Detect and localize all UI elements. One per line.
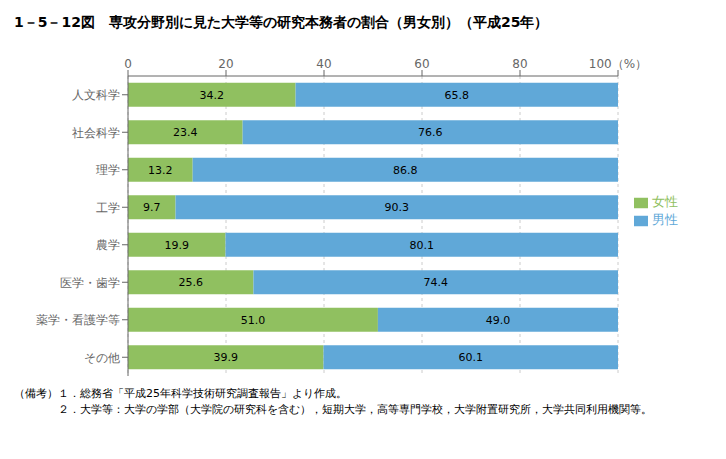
svg-text:49.0: 49.0 bbox=[486, 314, 511, 327]
svg-text:薬学・看護学等: 薬学・看護学等 bbox=[36, 313, 120, 327]
svg-text:理学: 理学 bbox=[96, 163, 120, 177]
svg-text:80.1: 80.1 bbox=[410, 239, 435, 252]
html-text:1－5－12図 専攻分野別に見た大学等の研究本務者の割合（男: 1－5－12図 専攻分野別に見た大学等の研究本務者の割合（男女別）（平成25年） bbox=[14, 14, 549, 30]
svg-text:65.8: 65.8 bbox=[445, 89, 470, 102]
svg-text:25.6: 25.6 bbox=[178, 276, 203, 289]
svg-text:9.7: 9.7 bbox=[143, 201, 161, 214]
html-text:（備考）１．総務省「平成25年科学技術研究調査報告」より作成: （備考）１．総務省「平成25年科学技術研究調査報告」より作成。 bbox=[14, 387, 347, 400]
svg-text:39.9: 39.9 bbox=[214, 351, 239, 364]
svg-text:34.2: 34.2 bbox=[200, 89, 225, 102]
svg-text:0: 0 bbox=[124, 57, 132, 71]
svg-text:その他: その他 bbox=[84, 351, 120, 365]
svg-text:人文科学: 人文科学 bbox=[72, 88, 120, 102]
svg-text:工学: 工学 bbox=[96, 201, 120, 215]
svg-text:医学・歯学: 医学・歯学 bbox=[60, 276, 120, 290]
svg-text:19.9: 19.9 bbox=[165, 239, 190, 252]
svg-text:13.2: 13.2 bbox=[148, 164, 173, 177]
svg-text:76.6: 76.6 bbox=[418, 126, 443, 139]
svg-text:60.1: 60.1 bbox=[459, 351, 484, 364]
svg-text:60: 60 bbox=[414, 57, 429, 71]
html-text:女性: 女性 bbox=[652, 194, 678, 209]
svg-text:80: 80 bbox=[512, 57, 527, 71]
svg-text:90.3: 90.3 bbox=[385, 201, 410, 214]
svg-text:20: 20 bbox=[218, 57, 233, 71]
svg-text:23.4: 23.4 bbox=[173, 126, 198, 139]
svg-text:100（%）: 100（%） bbox=[589, 57, 647, 71]
svg-text:社会科学: 社会科学 bbox=[72, 126, 120, 140]
svg-text:86.8: 86.8 bbox=[393, 164, 418, 177]
html-text:男性: 男性 bbox=[652, 212, 678, 227]
svg-text:74.4: 74.4 bbox=[423, 276, 448, 289]
svg-text:農学: 農学 bbox=[96, 238, 120, 252]
svg-text:51.0: 51.0 bbox=[241, 314, 266, 327]
svg-text:40: 40 bbox=[316, 57, 331, 71]
html-text:２．大学等：大学の学部（大学院の研究科を含む），短期大学，高: ２．大学等：大学の学部（大学院の研究科を含む），短期大学，高等専門学校，大学附置… bbox=[14, 403, 652, 416]
